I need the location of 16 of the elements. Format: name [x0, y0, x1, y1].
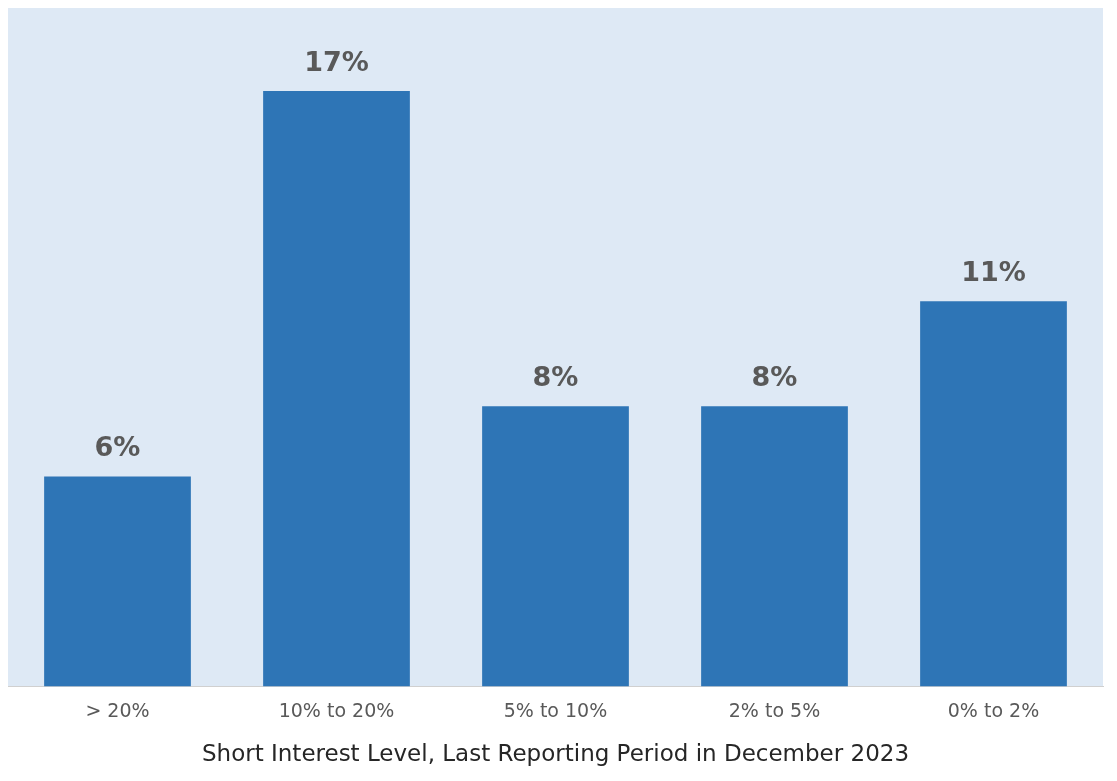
x-tick-label: > 20%	[85, 698, 150, 721]
x-tick-label: 2% to 5%	[728, 698, 821, 721]
bar	[44, 476, 191, 687]
x-tick-label: 5% to 10%	[503, 698, 608, 721]
data-label: 17%	[304, 45, 369, 77]
bar	[701, 406, 848, 687]
bar	[263, 91, 410, 687]
bar	[482, 406, 629, 687]
x-tick-label: 10% to 20%	[278, 698, 395, 721]
data-label: 8%	[751, 360, 798, 392]
data-label: 11%	[961, 255, 1026, 287]
x-tick-label: 0% to 2%	[947, 698, 1040, 721]
x-axis-title: Short Interest Level, Last Reporting Period in December 2023	[201, 740, 910, 767]
data-label: 6%	[94, 430, 141, 462]
bar	[920, 301, 1067, 687]
data-label: 8%	[532, 360, 579, 392]
